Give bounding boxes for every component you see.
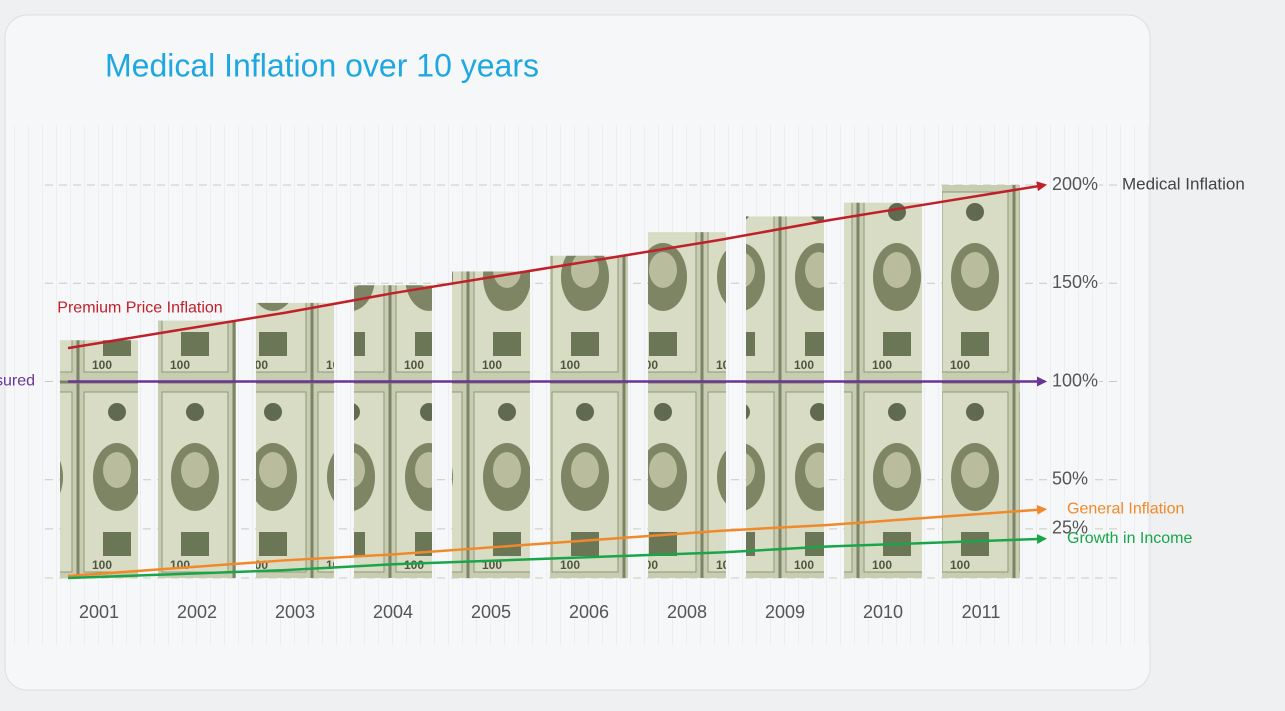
series-label: General Inflation <box>1067 500 1184 517</box>
x-tick-label: 2005 <box>471 602 511 622</box>
x-tick-label: 2006 <box>569 602 609 622</box>
x-tick-label: 2010 <box>863 602 903 622</box>
series-line <box>67 181 1047 350</box>
chart-title: Medical Inflation over 10 years <box>105 47 539 83</box>
bar <box>550 255 628 579</box>
y-tick-label: 150% <box>1052 272 1098 292</box>
bar <box>60 340 138 578</box>
bar <box>354 285 432 578</box>
series-label: Premium Price Inflation <box>57 299 222 316</box>
series-line <box>67 504 1047 578</box>
x-tick-label: 2011 <box>962 602 1001 622</box>
y-tick-label: 50% <box>1052 469 1088 489</box>
series-label: Growth in Income <box>1067 530 1192 547</box>
x-tick-label: 2009 <box>765 602 805 622</box>
annotation: Medical Inflation <box>1122 174 1245 193</box>
bar <box>648 232 726 578</box>
series-line <box>67 533 1047 580</box>
bar <box>158 320 236 578</box>
x-tick-label: 2008 <box>667 602 707 622</box>
bar <box>452 271 530 578</box>
bar <box>746 216 824 578</box>
x-tick-label: 2003 <box>275 602 315 622</box>
x-tick-label: 2004 <box>373 602 413 622</box>
bar <box>844 202 922 578</box>
y-tick-label: 200% <box>1052 174 1098 194</box>
y-tick-label: 25% <box>1052 518 1088 538</box>
bar <box>256 302 334 578</box>
x-tick-label: 2002 <box>177 602 217 622</box>
series-label: Insured <box>0 373 35 390</box>
x-tick-label: 2001 <box>79 602 119 622</box>
y-tick-label: 100% <box>1052 370 1098 390</box>
